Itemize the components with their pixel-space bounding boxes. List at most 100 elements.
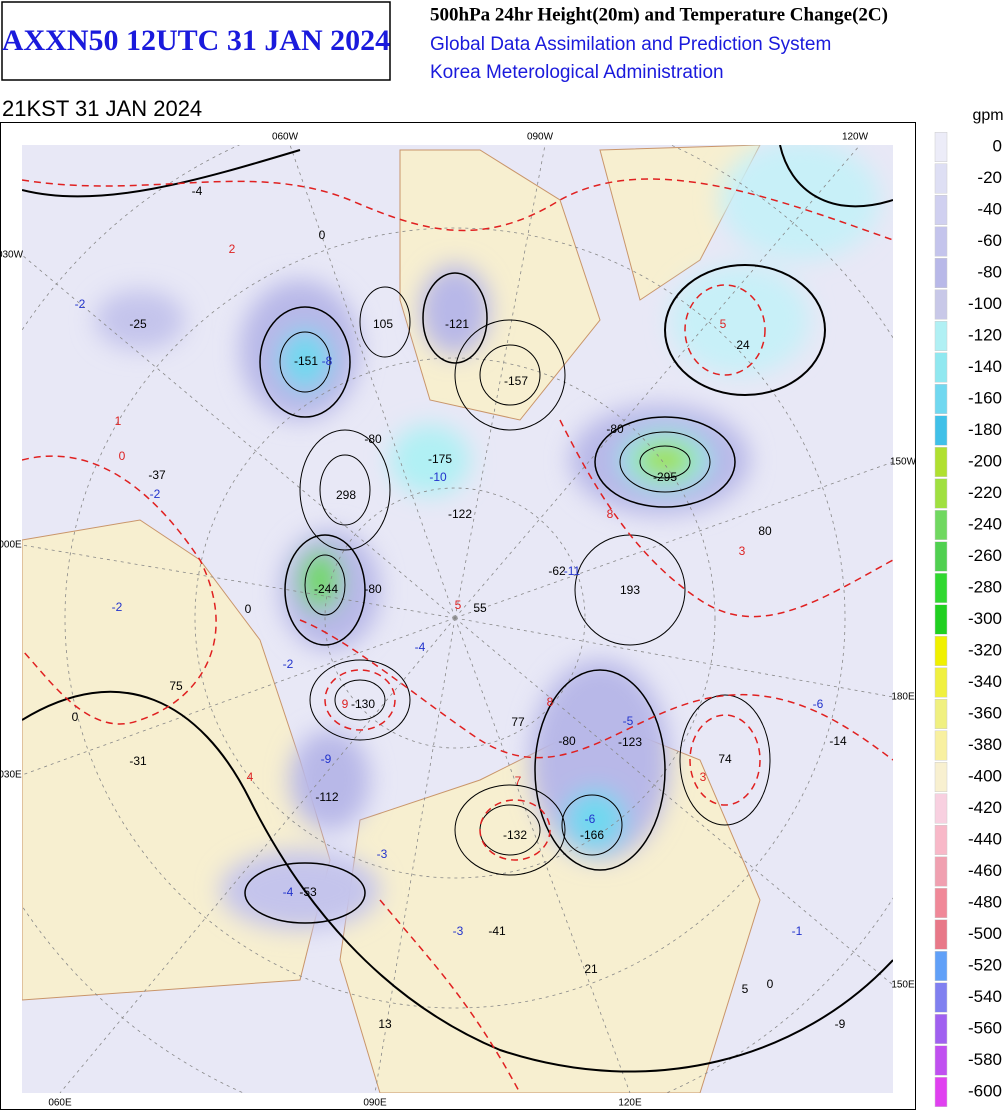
axis-label: 090W [527,132,554,143]
legend-label: -100 [968,294,1002,313]
map-label: 8 [547,695,554,709]
map-label: 2 [229,242,236,256]
map-label: 3 [700,770,707,784]
legend-label: -20 [977,168,1002,187]
legend-label: -380 [968,735,1002,754]
map-label: -6 [813,697,824,711]
map-label: -151 [294,354,318,368]
map-label: 5 [742,982,749,996]
map-label: -112 [315,790,338,804]
map-label: -3 [453,924,464,938]
graticule [22,145,893,1093]
map-label: 24 [736,338,750,352]
map-label: -9 [835,1017,846,1031]
agency: Korea Meterological Administration [430,62,724,83]
legend-label: -560 [968,1018,1002,1037]
map-label: 3 [739,544,746,558]
legend-swatch [934,352,948,383]
axis-label: 120E [618,1098,642,1109]
axis-label: 060E [48,1098,72,1109]
map-label: 7 [515,774,522,788]
map-label: 75 [169,679,183,693]
map-label: -41 [488,924,506,938]
map-label: -4 [415,640,426,654]
map-label: -123 [618,735,642,749]
legend-label: -360 [968,703,1002,722]
map-label: -132 [503,828,527,842]
map-label: 105 [373,317,393,331]
map-label: 13 [378,1017,392,1031]
legend-label: -240 [968,514,1002,533]
legend-label: -580 [968,1050,1002,1069]
legend-swatch [934,825,948,855]
legend-label: -600 [968,1081,1002,1100]
map-label: -2 [112,600,123,614]
map-label: -244 [314,582,338,596]
height-contours [22,145,893,1073]
map-label: 298 [336,488,356,502]
map-label: -31 [129,754,147,768]
map-label: -11 [564,564,581,578]
map-label: 5 [720,317,727,331]
legend-label: -60 [977,231,1002,250]
map-label: -62 [548,564,566,578]
legend-label: -300 [968,609,1002,628]
legend-label: -220 [968,483,1002,502]
legend-swatch [934,226,948,257]
map-label: -121 [445,317,469,331]
map-label: -53 [299,885,317,899]
map-label: 0 [245,602,252,616]
legend-label: -480 [968,892,1002,911]
legend-swatch [934,856,948,887]
axis-label: 000E [0,540,22,551]
map-label: -9 [321,752,332,766]
legend-swatch [934,447,948,477]
map-label: 55 [473,601,487,615]
legend-swatch [934,730,948,761]
legend-swatch [934,1077,948,1107]
map-label: -6 [585,812,596,826]
legend-swatch [934,573,948,603]
legend-swatch [934,1045,948,1076]
legend-swatch [934,982,948,1013]
legend-swatch [934,793,948,824]
legend-label: -260 [968,546,1002,565]
title-box [1,1,391,81]
legend-label: -460 [968,861,1002,880]
legend-swatch [934,667,948,698]
legend-swatch [934,888,948,918]
legend-label: -200 [968,451,1002,470]
legend-swatch [934,258,948,288]
map-label: -25 [129,317,147,331]
map-label: 8 [607,507,614,521]
legend-swatch [934,1014,948,1044]
legend-swatch [934,321,948,351]
title: AXXN50 12UTC 31 JAN 2024 [2,24,390,57]
map-label: -80 [364,582,382,596]
map-label: -8 [322,354,333,368]
legend-swatch [934,510,948,540]
legend-swatch [934,951,948,981]
axis-label: 120W [842,132,869,143]
legend-label: -500 [968,924,1002,943]
system: Global Data Assimilation and Prediction … [430,34,831,55]
legend-swatch [934,415,948,446]
legend-swatch [934,541,948,572]
map-label: 193 [620,583,640,597]
legend-label: -280 [968,577,1002,596]
legend-label: -540 [968,987,1002,1006]
legend-swatch [934,289,948,320]
subtitle: 500hPa 24hr Height(20m) and Temperature … [430,4,888,25]
axis-label: 090E [363,1098,387,1109]
map-label: -122 [448,507,472,521]
axis-label: 030E [0,770,22,781]
legend-label: -120 [968,325,1002,344]
legend-label: -320 [968,640,1002,659]
map-label: 1 [115,414,122,428]
map-label: -4 [283,885,294,899]
map-label: -80 [364,432,382,446]
legend-swatch [934,132,948,162]
map-label: -37 [148,468,166,482]
